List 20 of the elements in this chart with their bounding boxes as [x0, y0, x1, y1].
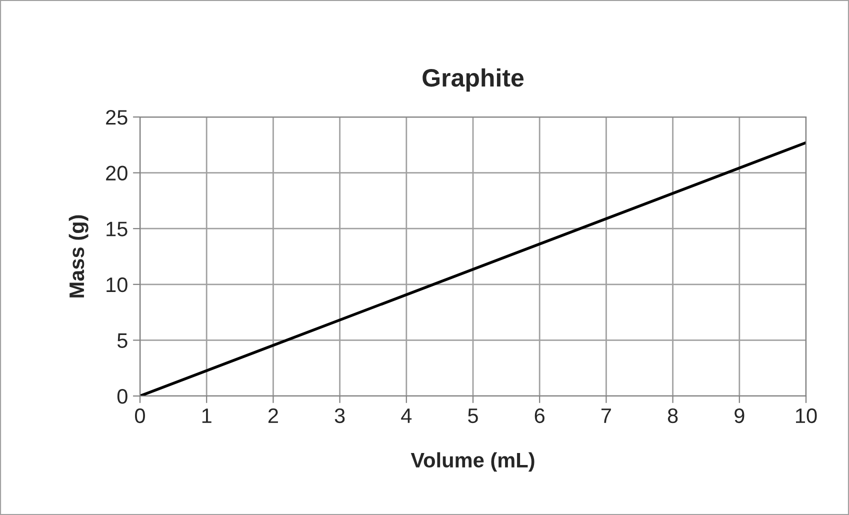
y-axis-title: Mass (g): [68, 215, 88, 298]
x-tick-label: 3: [334, 408, 345, 424]
x-tick-label: 7: [601, 408, 611, 423]
x-tick-label: 2: [268, 408, 278, 423]
chart-title: Graphite: [422, 68, 524, 92]
y-tick-label: 25: [106, 110, 128, 125]
x-tick-label: 8: [668, 408, 678, 424]
x-tick-label: 5: [468, 408, 478, 424]
x-tick-label: 1: [202, 408, 212, 423]
x-tick-label: 9: [734, 408, 744, 424]
x-tick-label: 0: [135, 408, 145, 424]
x-tick-label: 10: [796, 408, 817, 424]
x-tick-label: 4: [401, 408, 412, 423]
x-tick-label: 6: [534, 408, 544, 424]
x-axis-title: Volume (mL): [410, 452, 534, 472]
y-tick-label: 20: [106, 166, 128, 181]
y-tick-label: 10: [106, 277, 128, 292]
y-tick-label: 15: [106, 222, 128, 236]
y-tick-label: 0: [117, 389, 128, 404]
y-tick-label: 5: [117, 333, 128, 348]
